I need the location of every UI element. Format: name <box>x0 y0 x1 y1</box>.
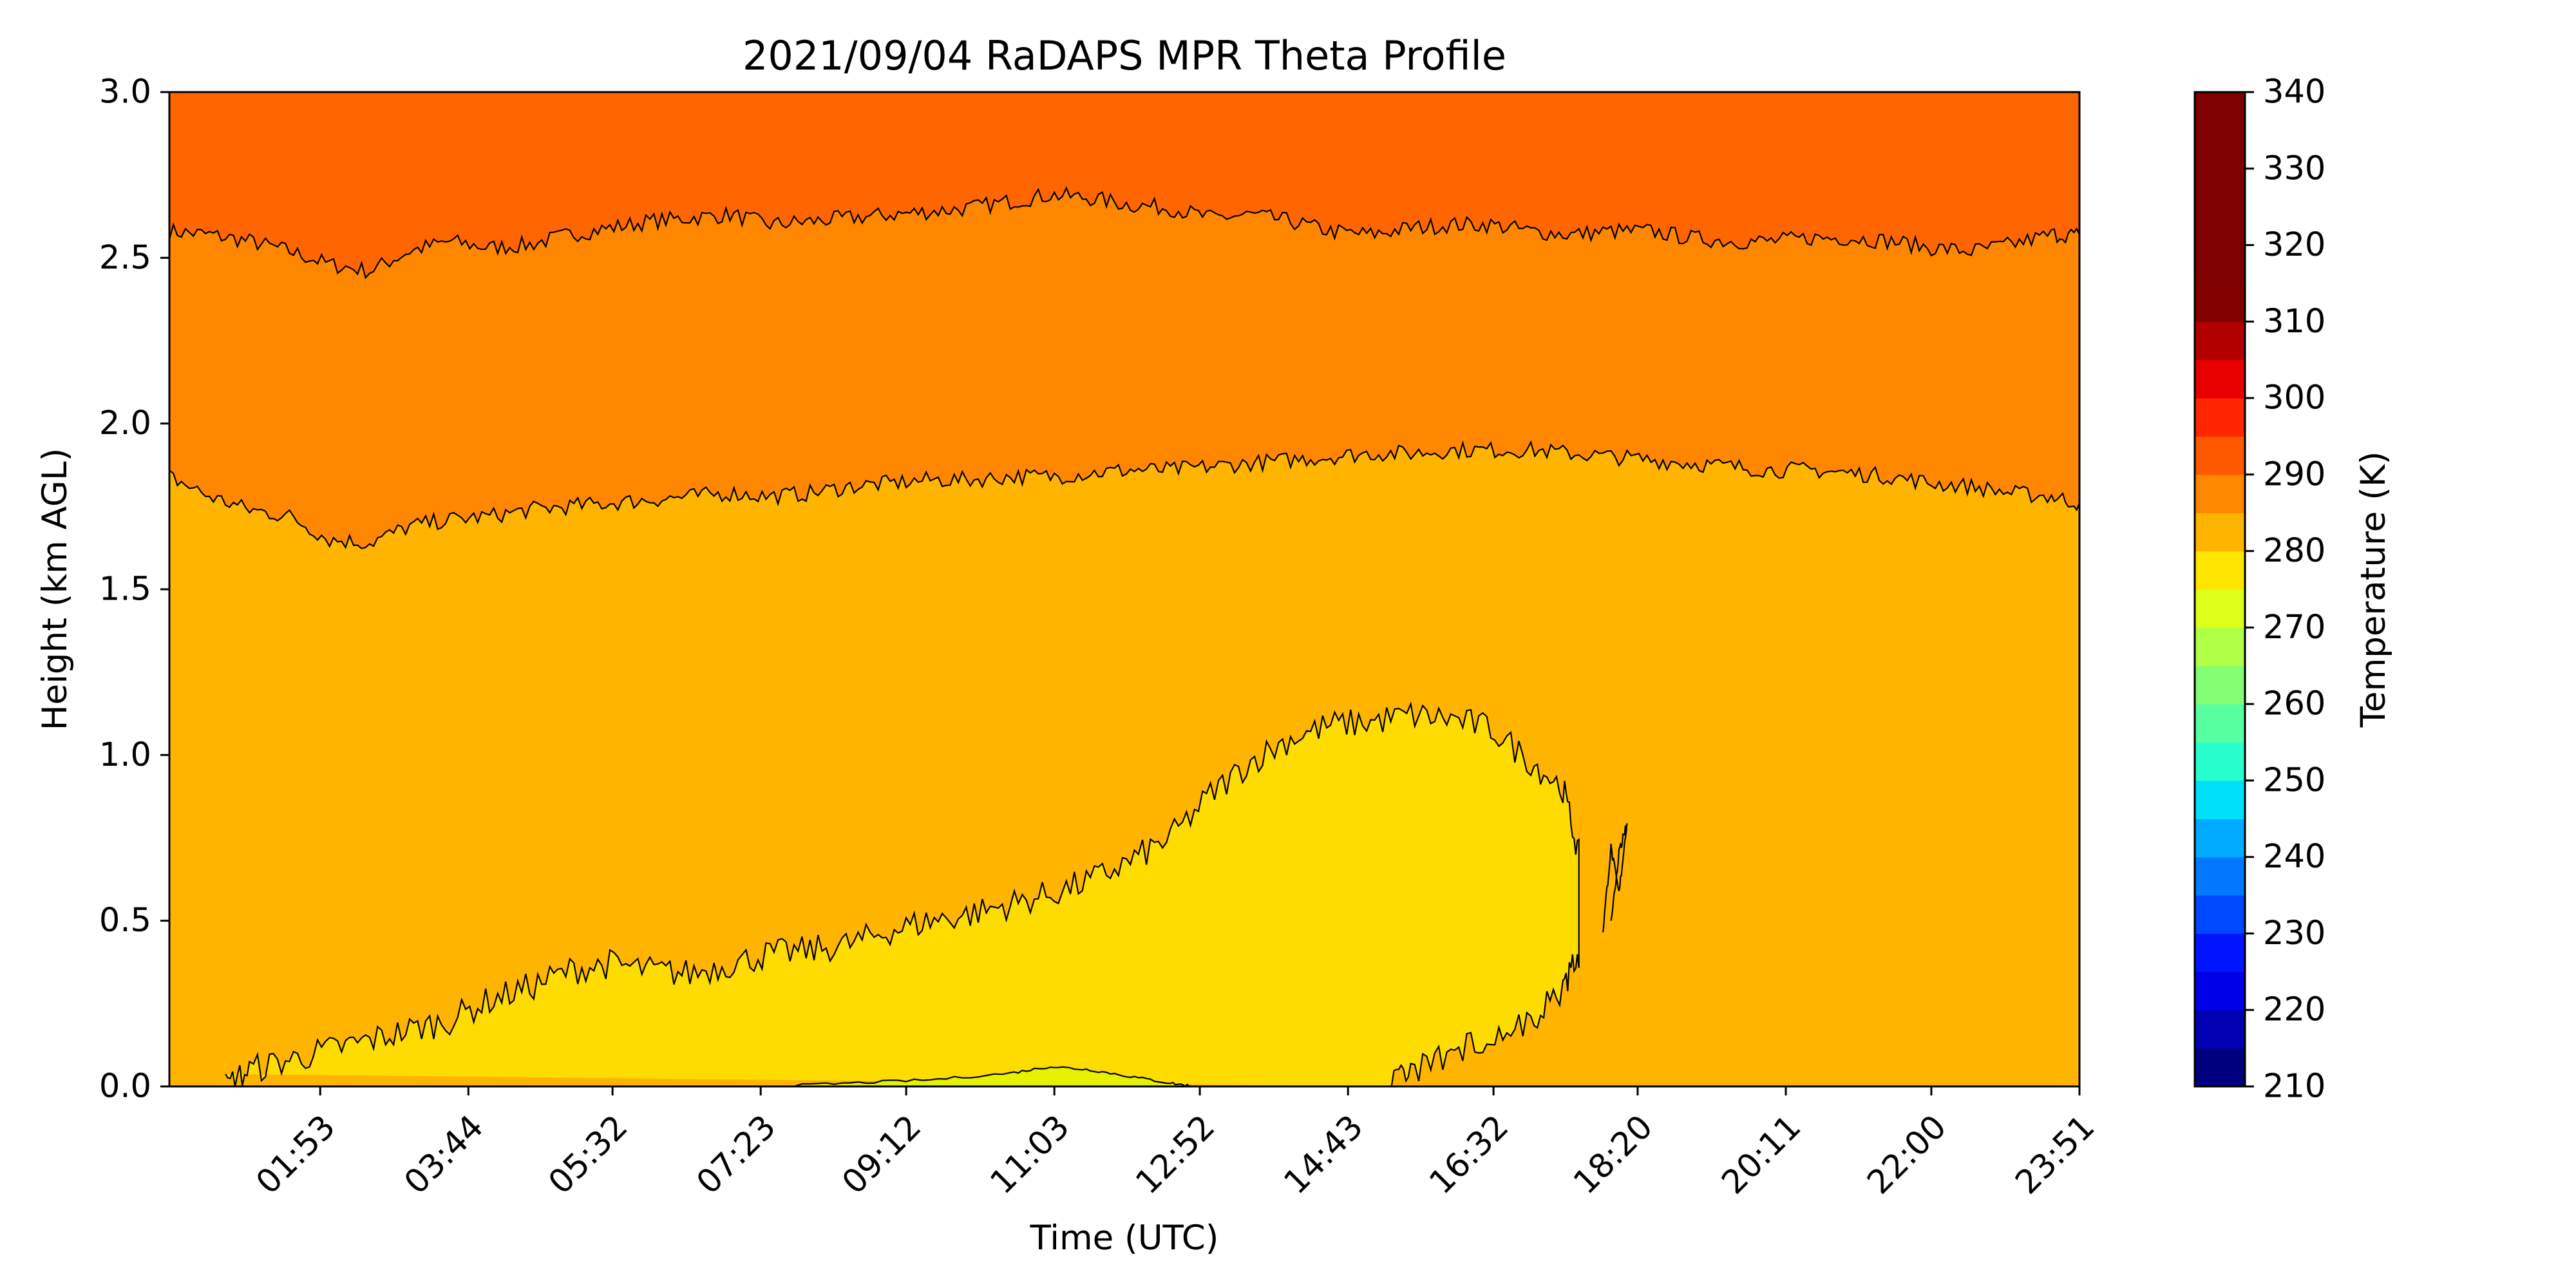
y-tick-label: 1.5 <box>99 571 151 609</box>
x-tick-label: 23:51 <box>2009 1108 2103 1202</box>
y-tick-label: 1.0 <box>99 736 151 774</box>
colorbar-band <box>2195 933 2245 972</box>
x-tick-label: 05:32 <box>542 1108 636 1202</box>
x-tick-label: 09:12 <box>835 1108 929 1202</box>
colorbar-tick-label: 290 <box>2263 455 2325 493</box>
colorbar-band <box>2195 398 2245 437</box>
colorbar-tick-label: 280 <box>2263 532 2325 570</box>
colorbar: 210 220 230 240 250 260 270 280 290 300 310 320 330 3… <box>2193 73 2325 1106</box>
x-tick-label: 14:43 <box>1277 1108 1371 1202</box>
colorbar-band <box>2195 857 2245 896</box>
contour-fill-layer <box>169 92 2079 1086</box>
y-tick-label: 0.0 <box>99 1068 151 1106</box>
colorbar-tick-label: 340 <box>2263 73 2325 111</box>
colorbar-band <box>2195 971 2245 1010</box>
isoline-300k-detached <box>1602 823 1628 933</box>
x-tick-label: 12:52 <box>1129 1108 1223 1202</box>
colorbar-tick-label: 220 <box>2263 991 2325 1029</box>
colorbar-band <box>2195 283 2245 322</box>
isoline-305k <box>169 440 2079 549</box>
x-tick-label: 16:32 <box>1423 1108 1517 1202</box>
y-axis: 0.0 0.5 1.0 1.5 2.0 2.5 3.0 <box>99 73 169 1106</box>
colorbar-tick-label: 270 <box>2263 609 2325 647</box>
colorbar-tick-label: 250 <box>2263 761 2325 799</box>
x-tick-label: 20:11 <box>1715 1108 1809 1202</box>
colorbar-band <box>2195 1048 2245 1087</box>
colorbar-tick-label: 210 <box>2263 1068 2325 1106</box>
colorbar-tick-label: 330 <box>2263 149 2325 187</box>
x-tick-label: 01:53 <box>249 1108 343 1202</box>
colorbar-band <box>2195 742 2245 781</box>
colorbar-band <box>2195 474 2245 513</box>
y-tick-label: 3.0 <box>99 73 151 111</box>
band-295-300 <box>225 704 1579 1086</box>
y-axis-label: Height (km AGL) <box>35 448 75 731</box>
colorbar-band <box>2195 780 2245 819</box>
band-300-305 <box>169 442 2079 1086</box>
colorbar-band <box>2195 321 2245 361</box>
x-tick-label: 03:44 <box>397 1108 491 1202</box>
colorbar-band <box>2195 359 2245 399</box>
colorbar-band <box>2195 627 2245 667</box>
y-tick-label: 0.5 <box>99 902 151 940</box>
colorbar-tick-label: 310 <box>2263 303 2325 341</box>
colorbar-band <box>2195 665 2245 705</box>
x-tick-label: 22:00 <box>1860 1108 1954 1202</box>
colorbar-band <box>2195 168 2245 207</box>
colorbar-band <box>2195 551 2245 590</box>
x-tick-label: 18:20 <box>1567 1108 1661 1202</box>
x-axis: 01:53 03:44 05:32 07:23 09:12 11:03 12:52 14:43… <box>249 1086 2102 1202</box>
colorbar-band <box>2195 245 2245 284</box>
colorbar-band <box>2195 704 2245 743</box>
colorbar-band <box>2195 895 2245 934</box>
colorbar-band <box>2195 589 2245 628</box>
colorbar-tick-label: 230 <box>2263 914 2325 952</box>
colorbar-band <box>2195 130 2245 169</box>
isoline-310k <box>169 186 2079 279</box>
band-310-315 <box>169 92 2079 278</box>
x-axis-label: Time (UTC) <box>1030 1218 1219 1258</box>
colorbar-label: Temperature (K) <box>2354 451 2393 728</box>
chart-title: 2021/09/04 RaDAPS MPR Theta Profile <box>743 32 1506 79</box>
colorbar-frame <box>2193 91 2246 1088</box>
colorbar-band <box>2195 207 2245 246</box>
colorbar-band <box>2195 513 2245 552</box>
colorbar-tick-label: 260 <box>2263 685 2325 723</box>
colorbar-tick-label: 300 <box>2263 379 2325 417</box>
isoline-295k <box>770 1066 1195 1086</box>
y-tick-label: 2.5 <box>99 239 151 277</box>
isoline-300k <box>225 701 1580 1086</box>
x-tick-label: 07:23 <box>690 1108 784 1202</box>
colorbar-tick-label: 320 <box>2263 226 2325 264</box>
x-tick-label: 11:03 <box>983 1108 1077 1202</box>
colorbar-band <box>2195 436 2245 475</box>
y-tick-label: 2.0 <box>99 404 151 442</box>
colorbar-band <box>2195 819 2245 858</box>
colorbar-tick-label: 240 <box>2263 838 2325 876</box>
colorbar-band <box>2195 92 2245 131</box>
colorbar-band <box>2195 1010 2245 1049</box>
isoline-layer <box>169 186 2079 1086</box>
